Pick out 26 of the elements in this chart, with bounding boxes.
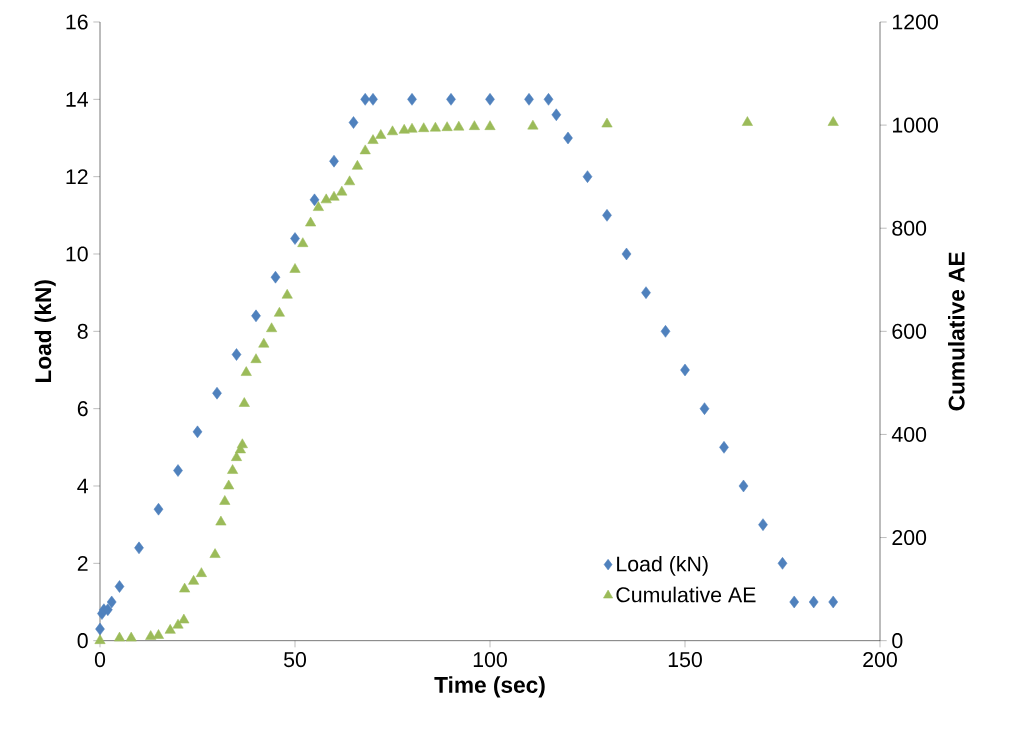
- y2-axis-title: Cumulative AE: [948, 252, 965, 411]
- legend-label: Cumulative AE: [616, 586, 756, 603]
- y2-tick-label: 200: [892, 529, 927, 545]
- y2-tick-label: 400: [891, 426, 927, 442]
- y2-tick-label: 1200: [893, 14, 938, 30]
- x-axis-title: Time (sec): [434, 676, 545, 698]
- y-tick-label: 8: [77, 323, 88, 339]
- x-tick-label: 200: [863, 651, 897, 667]
- y-tick-label: 6: [77, 400, 88, 417]
- x-tick-label: 50: [284, 651, 307, 667]
- y-axis-title: Load (kN): [34, 280, 56, 382]
- x-tick-label: 0: [94, 651, 106, 667]
- y-tick-label: 12: [66, 169, 88, 184]
- y-tick-label: 2: [77, 555, 88, 571]
- y-tick-label: 16: [66, 14, 88, 30]
- x-tick-label: 150: [668, 651, 702, 667]
- y2-tick-label: 800: [892, 220, 927, 236]
- x-tick-label: 100: [473, 651, 507, 667]
- y2-tick-label: 0: [892, 632, 903, 649]
- y-tick-label: 14: [66, 91, 88, 107]
- y-tick-label: 4: [77, 478, 88, 494]
- y-tick-label: 0: [77, 632, 88, 649]
- y2-tick-label: 600: [892, 323, 927, 339]
- y-tick-label: 10: [66, 246, 88, 262]
- y2-tick-label: 1000: [893, 117, 938, 133]
- legend-label: Load (kN): [617, 555, 708, 576]
